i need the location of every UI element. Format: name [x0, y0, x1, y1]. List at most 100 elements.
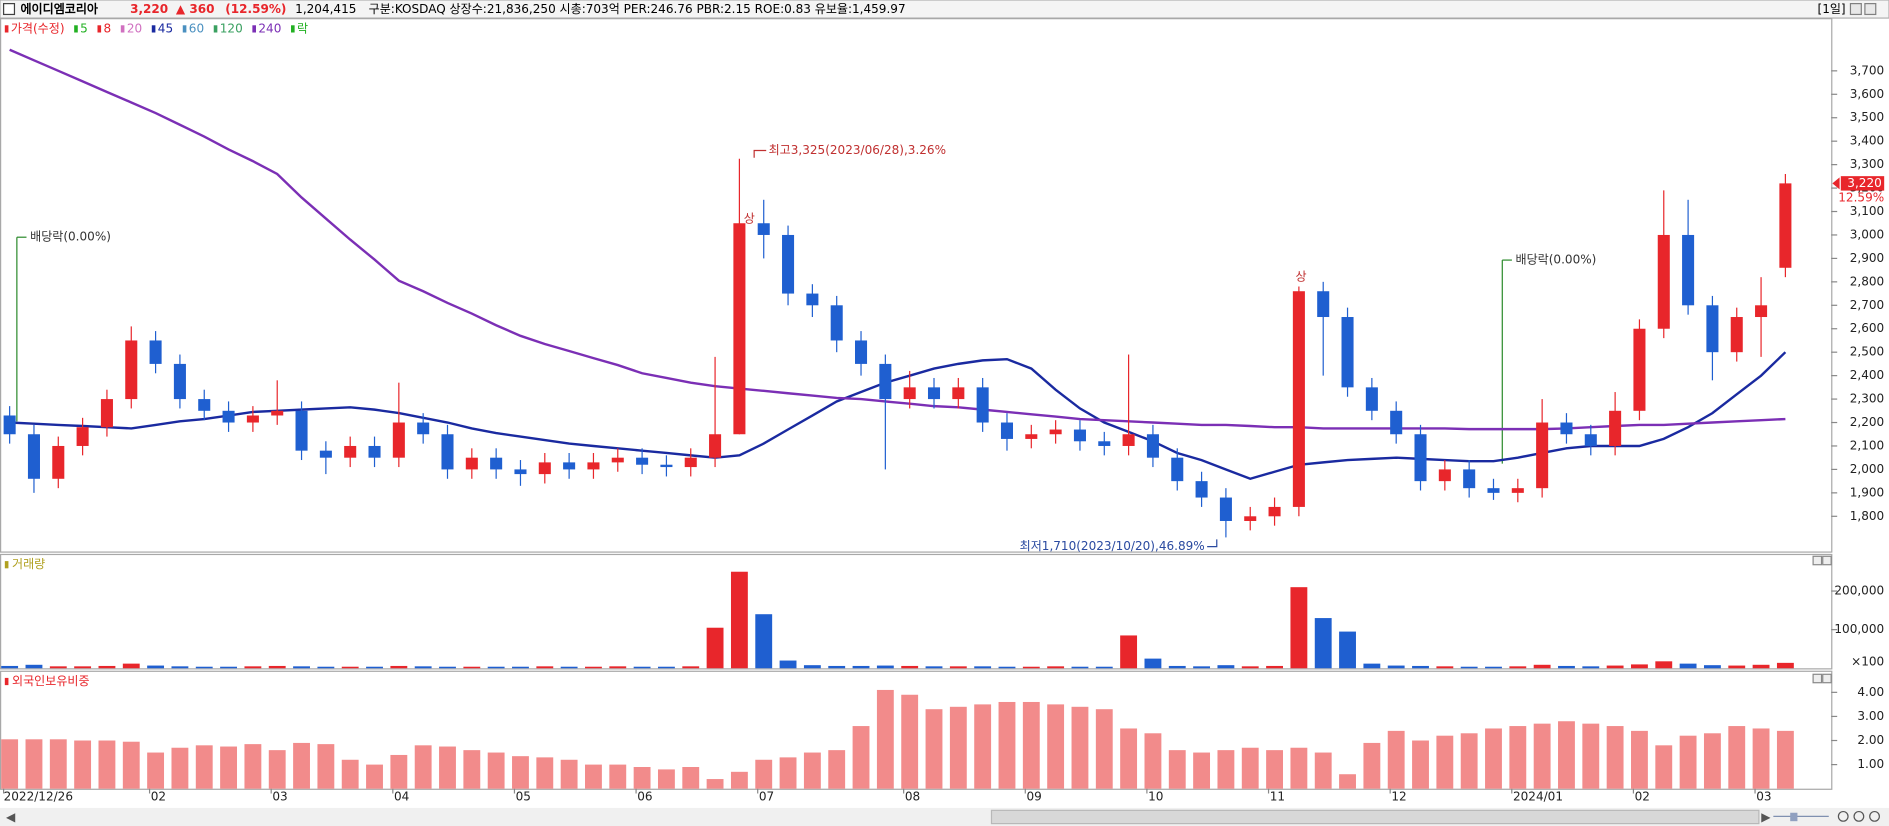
bar: [1047, 666, 1065, 669]
candle-body: [1463, 469, 1476, 489]
period-button[interactable]: [1일]: [1817, 2, 1845, 16]
bar: [755, 614, 773, 669]
bar: [341, 759, 359, 789]
x-tick-label: 05: [516, 790, 531, 804]
zoom-handle[interactable]: [1790, 812, 1798, 822]
bar: [1460, 733, 1478, 789]
bar: [1144, 733, 1162, 789]
bar: [1655, 745, 1673, 789]
price-change-pct: (12.59%): [225, 2, 286, 16]
bar: [901, 694, 919, 789]
y-tick-label: 3,100: [1850, 204, 1884, 218]
candle-body: [392, 422, 405, 458]
bar: [1533, 664, 1551, 669]
last-price-label: 3,220: [1847, 176, 1881, 190]
zoom-icon[interactable]: [1837, 810, 1849, 822]
bar: [463, 666, 481, 669]
y-tick-label: 3.00: [1857, 709, 1884, 723]
panel-button[interactable]: [1812, 673, 1823, 684]
bar: [171, 747, 189, 789]
candle-body: [1779, 183, 1792, 268]
bar: [195, 666, 213, 669]
bar: [1144, 658, 1162, 669]
candle-body: [660, 464, 673, 468]
bar: [244, 666, 262, 669]
bar: [487, 752, 505, 789]
zoom-icon[interactable]: [1869, 810, 1880, 822]
candle-body: [879, 363, 892, 400]
y-tick-label: 3,700: [1850, 63, 1884, 77]
panel-button[interactable]: [1822, 555, 1832, 566]
legend-label: 60: [189, 21, 204, 35]
candle-body: [952, 387, 965, 400]
bar: [1485, 728, 1502, 789]
stock-info: 구분:KOSDAQ 상장수:21,836,250 시총:703억 PER:246…: [369, 2, 906, 16]
bar: [512, 666, 529, 669]
bar: [925, 709, 943, 789]
panel-button[interactable]: [1812, 555, 1823, 566]
last-price-box: [1840, 176, 1885, 191]
zoom-icon[interactable]: [1853, 810, 1865, 822]
bar: [706, 779, 724, 789]
legend-swatch: [4, 25, 9, 33]
bar: [1387, 665, 1405, 669]
bar: [998, 666, 1016, 669]
candle-body: [1706, 305, 1719, 353]
bar: [293, 742, 310, 789]
y-tick-label: 3,400: [1850, 134, 1884, 148]
bar: [1703, 733, 1721, 789]
window-button[interactable]: [1864, 3, 1877, 16]
candle-body: [903, 387, 916, 400]
bar: [1193, 666, 1211, 669]
bar: [974, 704, 992, 789]
y-tick-label: 1.00: [1857, 757, 1884, 771]
bar: [998, 701, 1016, 789]
panel-title: 외국인보유비중: [12, 674, 90, 688]
checkbox[interactable]: [3, 3, 16, 16]
bar: [244, 744, 262, 789]
legend-label: 45: [158, 21, 173, 35]
bar: [98, 740, 116, 789]
bar: [1363, 742, 1381, 789]
bar: [220, 746, 237, 789]
bar: [779, 660, 797, 669]
candle-body: [1682, 234, 1695, 306]
window-button[interactable]: [1849, 3, 1862, 16]
candle-body: [636, 457, 649, 465]
candle-body: [1073, 429, 1086, 442]
panel-button[interactable]: [1822, 673, 1832, 684]
scroll-right[interactable]: ▶: [1761, 810, 1771, 824]
bar: [1776, 662, 1794, 669]
bar: [1558, 665, 1575, 669]
bar: [1679, 735, 1697, 789]
bar: [1533, 723, 1551, 789]
bar: [1558, 721, 1575, 789]
bar: [1436, 735, 1454, 789]
x-tick-label: 03: [1756, 790, 1771, 804]
bar: [755, 759, 773, 789]
scroll-left[interactable]: ◀: [6, 810, 16, 824]
bar: [268, 665, 286, 669]
candle-body: [1390, 410, 1403, 435]
bar: [1509, 666, 1527, 669]
bar: [1193, 752, 1211, 789]
scroll-thumb[interactable]: [990, 809, 1760, 825]
annotation: 배당락(0.00%): [1516, 253, 1597, 267]
bar: [195, 745, 213, 789]
legend-label: 가격(수정): [11, 21, 65, 35]
bar: [828, 750, 846, 789]
bar: [609, 764, 627, 789]
candle-body: [1609, 410, 1622, 446]
x-tick-label: 02: [1635, 790, 1650, 804]
candle-body: [27, 434, 40, 479]
candle-body: [1268, 506, 1281, 517]
bar: [1436, 666, 1454, 669]
bar: [560, 759, 578, 789]
bar: [1071, 706, 1089, 789]
bar: [1339, 774, 1356, 789]
legend-swatch: [120, 25, 125, 33]
candle-body: [1049, 429, 1062, 435]
bar: [25, 664, 43, 669]
bar: [1679, 663, 1697, 669]
